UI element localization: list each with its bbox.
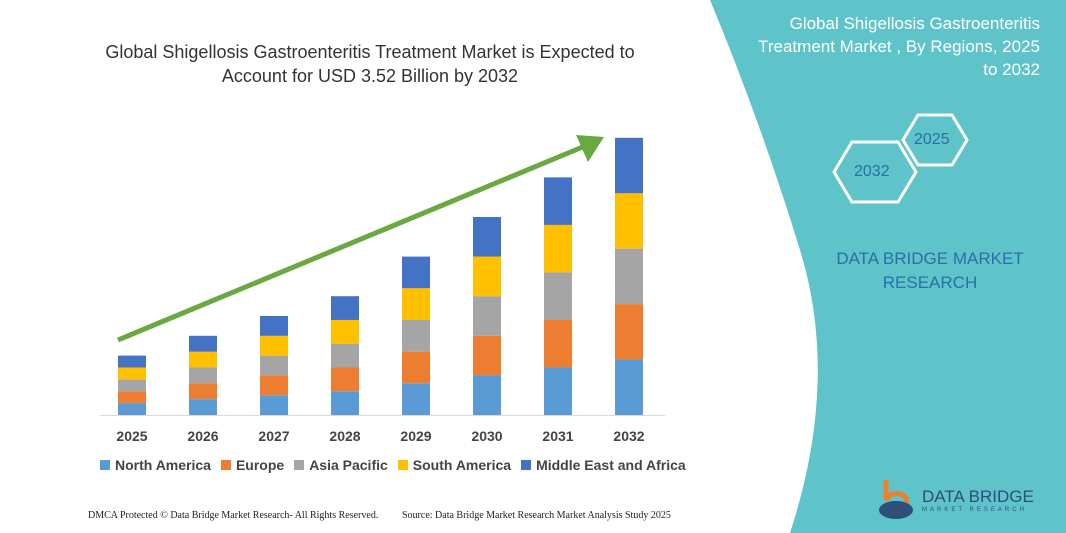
legend: North America Europe Asia Pacific South Ame… bbox=[100, 457, 686, 473]
bar-segment-2026-2 bbox=[189, 367, 217, 384]
hexagon-2025 bbox=[901, 113, 969, 167]
footer-source: Source: Data Bridge Market Research Mark… bbox=[402, 510, 671, 521]
bar-segment-2032-0 bbox=[615, 359, 643, 415]
bar-segment-2025-1 bbox=[118, 391, 146, 404]
x-tick-label: 2029 bbox=[400, 428, 431, 444]
legend-swatch bbox=[294, 460, 305, 470]
logo-name: DATA BRIDGE bbox=[922, 487, 1034, 506]
legend-item: South America bbox=[397, 457, 512, 473]
bar-segment-2028-1 bbox=[331, 367, 359, 392]
legend-item: Middle East and Africa bbox=[521, 457, 686, 473]
stacked-bar-chart: 2025 2026 2027 2028 2029 2030 2031 2032 bbox=[100, 135, 665, 444]
x-tick-label: 2026 bbox=[187, 428, 218, 444]
bar-segment-2032-1 bbox=[615, 304, 643, 360]
bar-segment-2027-4 bbox=[260, 316, 288, 336]
bar-segment-2029-4 bbox=[402, 256, 430, 289]
hexagon-2032 bbox=[832, 140, 918, 204]
legend-swatch bbox=[397, 460, 408, 470]
bar-segment-2028-0 bbox=[331, 391, 359, 415]
bar-segment-2025-2 bbox=[118, 379, 146, 392]
bar-segment-2032-3 bbox=[615, 193, 643, 249]
x-tick-label: 2032 bbox=[613, 428, 644, 444]
bar-segment-2030-2 bbox=[473, 296, 501, 336]
bar-segment-2029-0 bbox=[402, 383, 430, 415]
bar-segment-2026-4 bbox=[189, 335, 217, 352]
bar-segment-2027-2 bbox=[260, 355, 288, 376]
bar-segment-2032-2 bbox=[615, 248, 643, 305]
legend-swatch bbox=[100, 460, 110, 470]
bar-segment-2028-4 bbox=[331, 296, 359, 320]
x-tick-label: 2030 bbox=[471, 428, 502, 444]
bar-segment-2031-0 bbox=[544, 367, 572, 415]
side-title: Global Shigellosis Gastroenteritis Treat… bbox=[758, 14, 1040, 79]
bar-segment-2025-4 bbox=[118, 355, 146, 368]
x-tick-label: 2028 bbox=[329, 428, 360, 444]
bar-segment-2029-1 bbox=[402, 351, 430, 384]
legend-item: Asia Pacific bbox=[294, 457, 388, 473]
chart-title: Global Shigellosis Gastroenteritis Treat… bbox=[105, 42, 635, 86]
bar-segment-2031-4 bbox=[544, 177, 572, 225]
hex-label-2032: 2032 bbox=[854, 163, 890, 180]
bar-segment-2032-4 bbox=[615, 137, 643, 194]
bar-segment-2025-0 bbox=[118, 403, 146, 415]
bar-segment-2030-1 bbox=[473, 335, 501, 376]
legend-swatch bbox=[220, 460, 231, 470]
bar-segment-2030-0 bbox=[473, 375, 501, 415]
hex-label-2025: 2025 bbox=[914, 131, 950, 148]
bar-segment-2029-3 bbox=[402, 288, 430, 320]
trend-arrow-line bbox=[117, 143, 586, 343]
bar-segment-2027-1 bbox=[260, 375, 288, 396]
legend-label: Asia Pacific bbox=[309, 457, 388, 473]
bar-segment-2025-3 bbox=[118, 367, 146, 380]
bar-segment-2026-0 bbox=[189, 399, 217, 415]
bar-segment-2030-4 bbox=[473, 217, 501, 257]
bar-segment-2031-1 bbox=[544, 319, 572, 368]
logo-sub: MARKET RESEARCH bbox=[922, 507, 1027, 513]
bar-segment-2031-2 bbox=[544, 272, 572, 320]
trend-arrow-head bbox=[576, 135, 604, 162]
logo-icon bbox=[879, 480, 913, 519]
bar-segment-2029-2 bbox=[402, 319, 430, 352]
bar-segment-2027-0 bbox=[260, 395, 288, 415]
bar-segment-2026-1 bbox=[189, 383, 217, 400]
bar-segment-2031-3 bbox=[544, 224, 572, 273]
bar-segment-2028-2 bbox=[331, 343, 359, 368]
legend-item: Europe bbox=[220, 457, 285, 473]
bar-segment-2030-3 bbox=[473, 256, 501, 297]
legend-label: South America bbox=[412, 457, 512, 473]
legend-label: Middle East and Africa bbox=[536, 457, 686, 473]
bar-segment-2027-3 bbox=[260, 335, 288, 356]
x-tick-label: 2025 bbox=[116, 428, 147, 444]
bar-segment-2026-3 bbox=[189, 351, 217, 368]
footer-copyright: DMCA Protected © Data Bridge Market Rese… bbox=[88, 510, 379, 521]
legend-label: North America bbox=[115, 457, 211, 473]
brand-text: DATA BRIDGE MARKET RESEARCH bbox=[836, 249, 1024, 292]
legend-label: Europe bbox=[235, 457, 285, 473]
x-tick-label: 2031 bbox=[542, 428, 573, 444]
legend-swatch bbox=[521, 460, 532, 470]
bar-segment-2028-3 bbox=[331, 319, 359, 344]
x-tick-label: 2027 bbox=[258, 428, 289, 444]
legend-item: North America bbox=[100, 457, 211, 473]
logo: DATA BRIDGE MARKET RESEARCH bbox=[876, 478, 1034, 522]
